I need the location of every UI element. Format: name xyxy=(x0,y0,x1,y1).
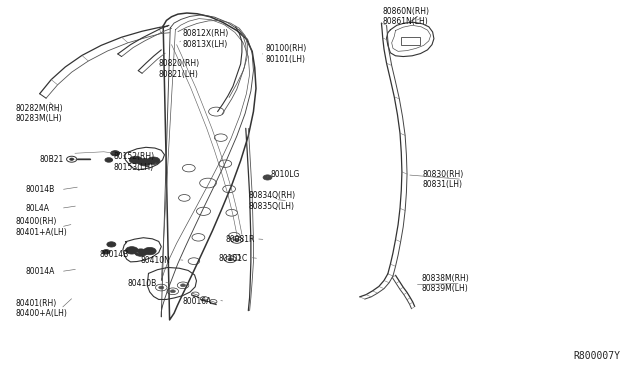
Circle shape xyxy=(107,242,116,247)
Circle shape xyxy=(143,247,156,255)
Text: R800007Y: R800007Y xyxy=(574,351,621,361)
Text: 80014A: 80014A xyxy=(26,267,55,276)
Circle shape xyxy=(109,243,113,246)
Text: 80820(RH)
80821(LH): 80820(RH) 80821(LH) xyxy=(159,59,200,78)
Text: 80014B: 80014B xyxy=(26,185,55,194)
Text: 80L4A: 80L4A xyxy=(26,204,50,213)
Circle shape xyxy=(125,247,138,254)
Circle shape xyxy=(138,251,143,254)
Circle shape xyxy=(102,250,110,254)
Circle shape xyxy=(105,158,113,162)
Text: 80282M(RH)
80283M(LH): 80282M(RH) 80283M(LH) xyxy=(16,104,63,123)
Circle shape xyxy=(170,290,175,293)
Text: 80016A: 80016A xyxy=(182,297,212,306)
Text: 80400(RH)
80401+A(LH): 80400(RH) 80401+A(LH) xyxy=(16,217,68,237)
Circle shape xyxy=(134,249,147,256)
Circle shape xyxy=(113,152,117,154)
Text: 80014B: 80014B xyxy=(99,250,129,259)
Circle shape xyxy=(151,159,156,162)
Circle shape xyxy=(70,158,74,160)
Circle shape xyxy=(142,161,147,164)
Text: 80834Q(RH)
80835Q(LH): 80834Q(RH) 80835Q(LH) xyxy=(248,191,296,211)
Circle shape xyxy=(111,151,120,156)
Text: 80100(RH)
80101(LH): 80100(RH) 80101(LH) xyxy=(266,44,307,64)
Text: 80152(RH)
80153(LH): 80152(RH) 80153(LH) xyxy=(114,152,155,171)
Circle shape xyxy=(147,157,160,164)
Text: 80860N(RH)
80861N(LH): 80860N(RH) 80861N(LH) xyxy=(383,7,429,26)
Circle shape xyxy=(234,238,239,241)
Circle shape xyxy=(129,249,134,252)
Circle shape xyxy=(263,175,272,180)
Text: 8010LG: 8010LG xyxy=(270,170,300,179)
Text: 80410B: 80410B xyxy=(128,279,157,288)
Text: 80101C: 80101C xyxy=(219,254,248,263)
Circle shape xyxy=(147,250,152,253)
Text: 80B21: 80B21 xyxy=(40,155,64,164)
Text: 80812X(RH)
80813X(LH): 80812X(RH) 80813X(LH) xyxy=(182,29,228,49)
Text: 80410N: 80410N xyxy=(141,256,171,265)
Text: 80830(RH)
80831(LH): 80830(RH) 80831(LH) xyxy=(422,170,463,189)
Circle shape xyxy=(180,284,186,287)
Circle shape xyxy=(138,158,151,166)
Text: 80401(RH)
80400+A(LH): 80401(RH) 80400+A(LH) xyxy=(16,299,68,318)
Circle shape xyxy=(129,156,142,164)
Text: 80838M(RH)
80839M(LH): 80838M(RH) 80839M(LH) xyxy=(421,274,469,293)
Circle shape xyxy=(133,158,138,161)
Circle shape xyxy=(159,286,164,289)
Circle shape xyxy=(228,258,233,261)
Text: 80081R: 80081R xyxy=(225,235,255,244)
